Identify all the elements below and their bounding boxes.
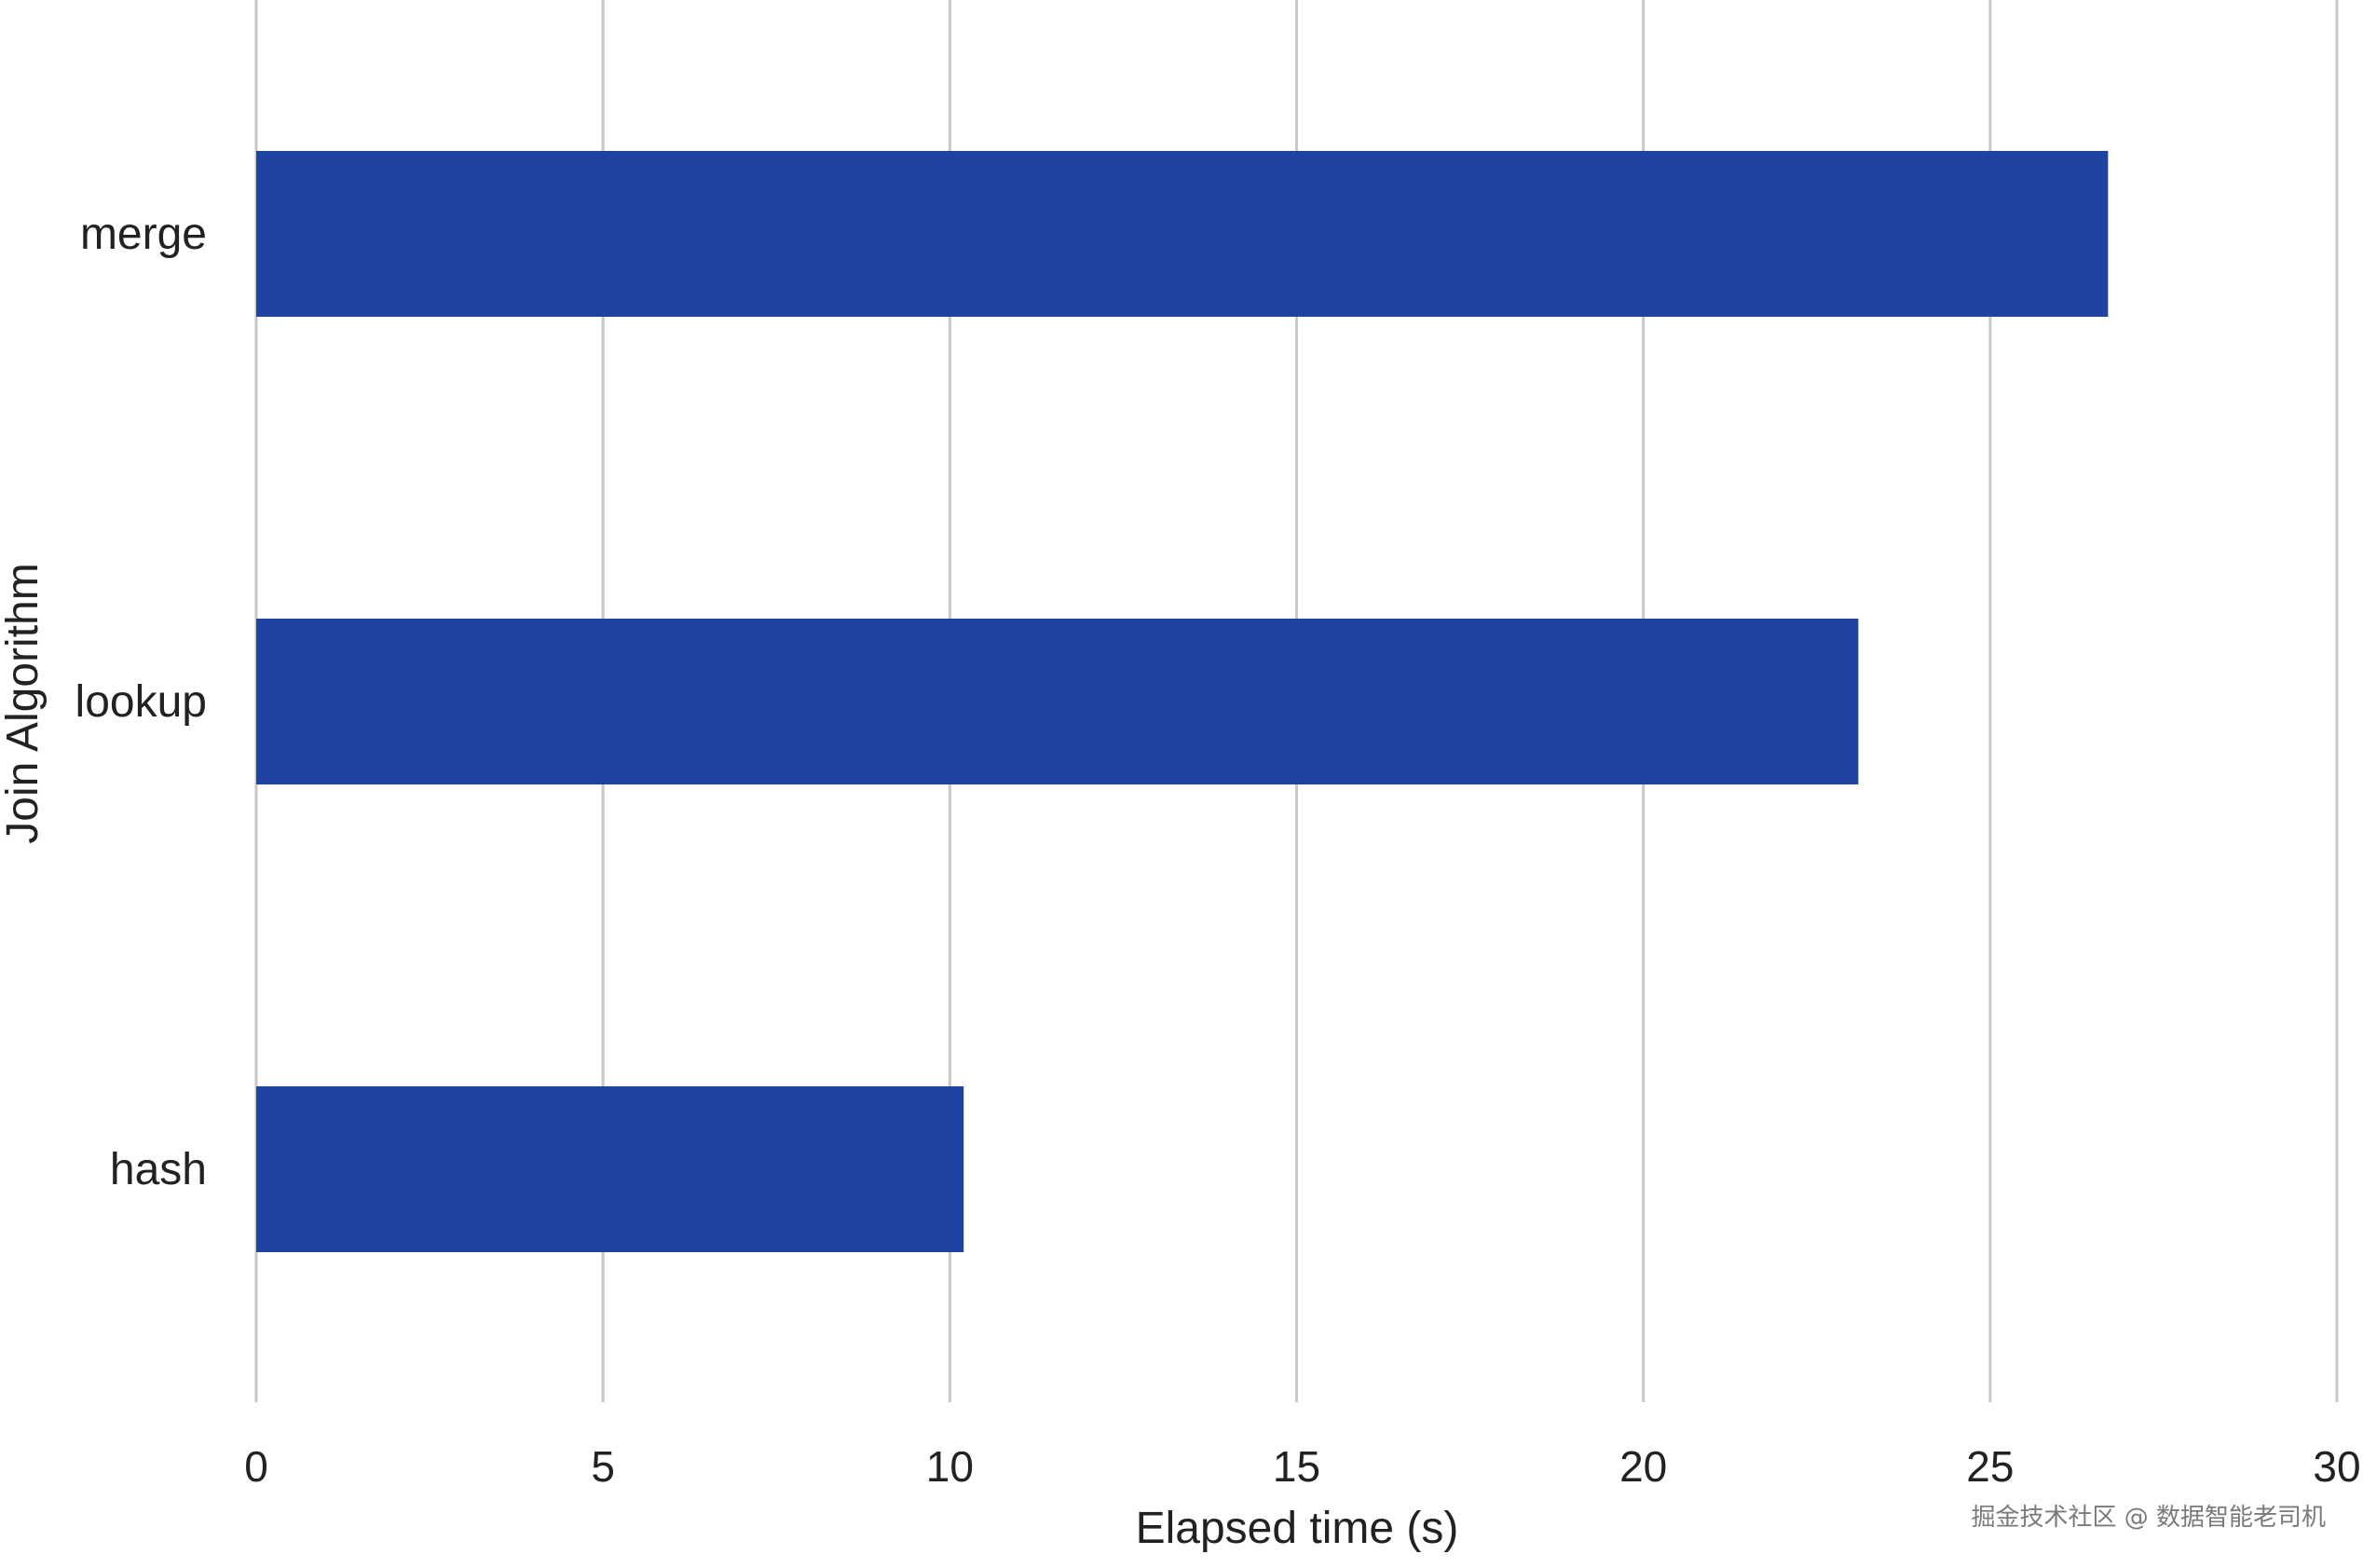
x-tick-label: 0: [244, 1442, 268, 1491]
category-label-hash: hash: [110, 1145, 207, 1194]
bars: [256, 151, 2109, 1252]
x-tick-labels: 0 5 10 15 20 25 30: [244, 1442, 2360, 1491]
y-axis-title: Join Algorithm: [0, 563, 48, 843]
bar-merge: [256, 151, 2109, 317]
x-tick-label: 15: [1273, 1442, 1320, 1491]
x-axis-title: Elapsed time (s): [1136, 1504, 1459, 1553]
x-tick-label: 25: [1966, 1442, 2014, 1491]
category-label-merge: merge: [80, 210, 207, 259]
x-tick-label: 20: [1619, 1442, 1667, 1491]
x-tick-label: 5: [591, 1442, 615, 1491]
bar-hash: [256, 1086, 964, 1252]
watermark-text: 掘金技术社区 @ 数据智能老司机: [1971, 1504, 2326, 1532]
x-tick-label: 10: [926, 1442, 974, 1491]
category-labels: merge lookup hash: [75, 210, 207, 1194]
bar-lookup: [256, 619, 1859, 784]
x-tick-label: 30: [2313, 1442, 2360, 1491]
category-label-lookup: lookup: [75, 677, 207, 727]
